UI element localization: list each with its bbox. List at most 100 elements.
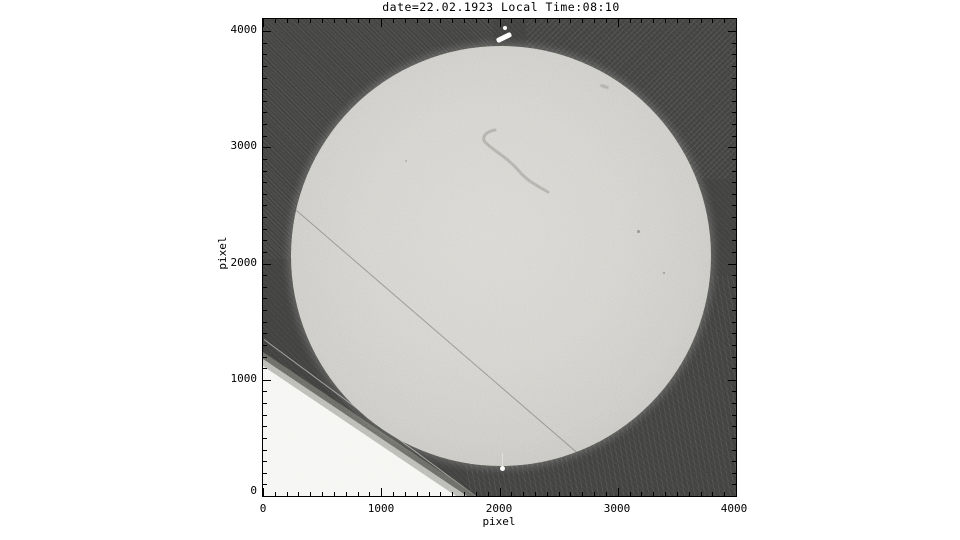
x-axis-title: pixel xyxy=(482,515,516,528)
axis-tick xyxy=(511,492,512,496)
y-tick-label: 1000 xyxy=(230,372,258,385)
axis-tick xyxy=(732,275,736,276)
axis-tick xyxy=(393,19,394,23)
axis-tick xyxy=(712,492,713,496)
axis-tick xyxy=(728,264,736,265)
axis-tick xyxy=(728,31,736,32)
axis-tick xyxy=(322,492,323,496)
fiducial-white-dot-bottom-icon xyxy=(500,466,505,471)
axis-tick xyxy=(582,492,583,496)
axis-tick xyxy=(559,492,560,496)
axis-tick xyxy=(263,136,267,137)
axis-tick xyxy=(452,19,453,23)
axis-tick xyxy=(440,492,441,496)
axis-tick xyxy=(641,492,642,496)
fiducial-line-bottom xyxy=(502,453,503,467)
axis-tick xyxy=(732,426,736,427)
axis-tick xyxy=(728,496,736,497)
axis-tick xyxy=(701,492,702,496)
axis-tick xyxy=(732,403,736,404)
axis-tick xyxy=(275,19,276,23)
axis-tick xyxy=(559,19,560,23)
axis-tick xyxy=(570,492,571,496)
axis-tick xyxy=(263,171,267,172)
axis-tick xyxy=(334,492,335,496)
axis-tick xyxy=(263,275,267,276)
axis-tick xyxy=(263,54,267,55)
axis-tick xyxy=(263,66,267,67)
axis-tick xyxy=(594,492,595,496)
axis-tick xyxy=(263,287,267,288)
axis-tick xyxy=(732,89,736,90)
axis-tick xyxy=(500,19,501,27)
axis-tick xyxy=(732,43,736,44)
axis-tick xyxy=(732,345,736,346)
axis-tick xyxy=(263,217,267,218)
y-tick-label: 2000 xyxy=(230,256,258,269)
sun-disk xyxy=(291,46,711,466)
axis-tick xyxy=(263,229,267,230)
axis-tick xyxy=(381,19,382,27)
axis-tick xyxy=(263,426,267,427)
axis-tick xyxy=(732,391,736,392)
axis-tick xyxy=(547,492,548,496)
axis-tick xyxy=(405,492,406,496)
axis-tick xyxy=(287,492,288,496)
axis-tick xyxy=(570,19,571,23)
axis-tick xyxy=(618,488,619,496)
axis-tick xyxy=(429,19,430,23)
axis-tick xyxy=(263,182,267,183)
axis-tick xyxy=(263,159,267,160)
axis-tick xyxy=(275,492,276,496)
axis-tick xyxy=(263,450,267,451)
axis-tick xyxy=(732,461,736,462)
axis-tick xyxy=(677,492,678,496)
axis-tick xyxy=(263,345,267,346)
axis-tick xyxy=(464,19,465,23)
axis-tick xyxy=(263,298,267,299)
axis-tick xyxy=(732,484,736,485)
axis-tick xyxy=(641,19,642,23)
axis-tick xyxy=(263,357,267,358)
axis-tick xyxy=(310,19,311,23)
axis-tick xyxy=(732,194,736,195)
axis-tick xyxy=(322,19,323,23)
axis-tick xyxy=(728,147,736,148)
axis-tick xyxy=(263,380,271,381)
x-tick-label: 4000 xyxy=(720,502,748,515)
axis-tick xyxy=(263,333,267,334)
x-tick-label: 1000 xyxy=(367,502,395,515)
axis-tick xyxy=(732,229,736,230)
axis-tick xyxy=(732,112,736,113)
axis-tick xyxy=(263,391,267,392)
axis-tick xyxy=(630,19,631,23)
axis-tick xyxy=(476,19,477,23)
axis-tick xyxy=(606,19,607,23)
axis-tick xyxy=(263,78,267,79)
axis-tick xyxy=(653,492,654,496)
axis-tick xyxy=(310,492,311,496)
axis-tick xyxy=(547,19,548,23)
axis-tick xyxy=(732,473,736,474)
axis-tick xyxy=(263,101,267,102)
axis-tick xyxy=(677,19,678,23)
plot-area xyxy=(262,18,737,497)
y-tick-label: 0 xyxy=(250,484,257,497)
axis-tick xyxy=(712,19,713,23)
axis-tick xyxy=(689,19,690,23)
axis-tick xyxy=(736,488,737,496)
axis-tick xyxy=(732,217,736,218)
axis-tick xyxy=(732,171,736,172)
axis-tick xyxy=(263,19,264,27)
axis-tick xyxy=(488,19,489,23)
axis-tick xyxy=(689,492,690,496)
axis-tick xyxy=(732,54,736,55)
axis-tick xyxy=(732,333,736,334)
axis-tick xyxy=(523,19,524,23)
x-tick-label: 0 xyxy=(259,502,267,515)
axis-tick xyxy=(263,205,267,206)
axis-tick xyxy=(298,492,299,496)
axis-tick xyxy=(287,19,288,23)
axis-tick xyxy=(732,159,736,160)
